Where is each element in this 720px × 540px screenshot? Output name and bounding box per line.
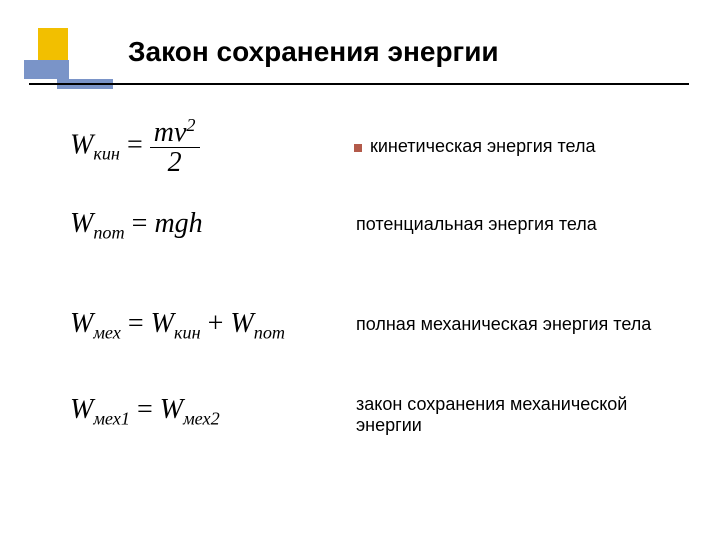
title-underline [29, 83, 689, 85]
slide-title: Закон сохранения энергии [128, 36, 499, 68]
formula-1: Wкин = mv22 [70, 116, 200, 178]
formula-2: Wпот = mgh [70, 208, 203, 243]
description-2: потенциальная энергия тела [356, 214, 597, 235]
bullet-icon [354, 144, 362, 152]
description-1: кинетическая энергия тела [370, 136, 595, 157]
description-4: закон сохранения механической энергии [356, 394, 656, 436]
formula-3: Wмех = Wкин + Wпот [70, 308, 285, 343]
formula-4: Wмех1 = Wмех2 [70, 394, 220, 429]
decor-blue-block-1 [24, 60, 69, 79]
slide: Закон сохранения энергии Wкин = mv22 кине… [0, 0, 720, 540]
description-3: полная механическая энергия тела [356, 314, 651, 335]
